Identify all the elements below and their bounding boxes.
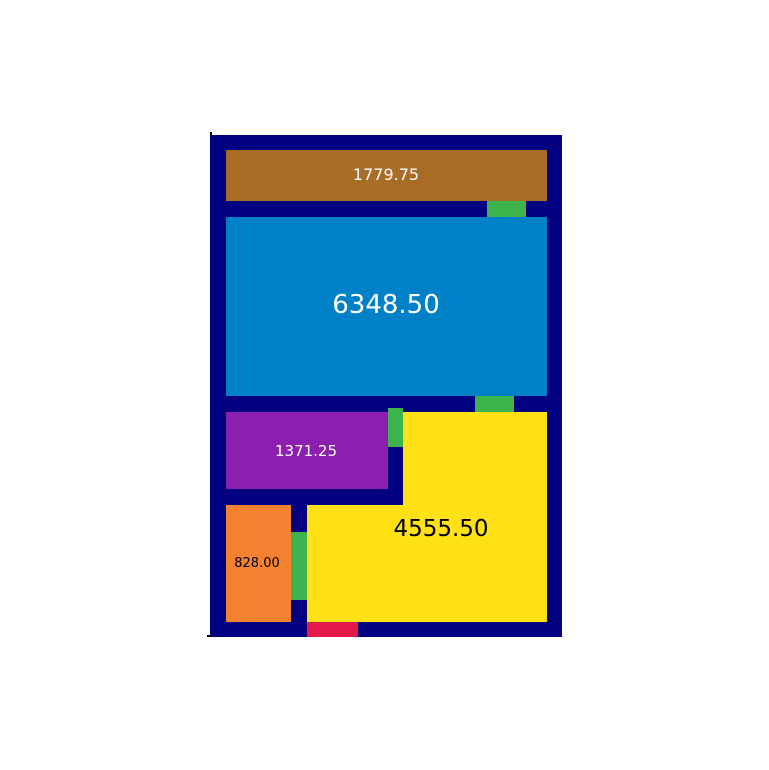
door-large-yellow [475,396,514,412]
room-label-large: 6348.50 [332,290,440,320]
room-label-orange: 828.00 [234,556,280,571]
room-label-top: 1779.75 [353,165,419,184]
door-orange-yellow [291,532,307,600]
room-yellow [307,412,547,622]
door-top-large [487,201,526,217]
entrance-door [307,622,358,637]
room-label-yellow: 4555.50 [393,516,488,542]
room-purple [226,412,388,489]
room-large [226,217,547,396]
room-orange [226,505,291,622]
room-top [226,150,547,201]
door-purple-yellow [388,408,403,447]
room-label-purple: 1371.25 [275,442,337,460]
